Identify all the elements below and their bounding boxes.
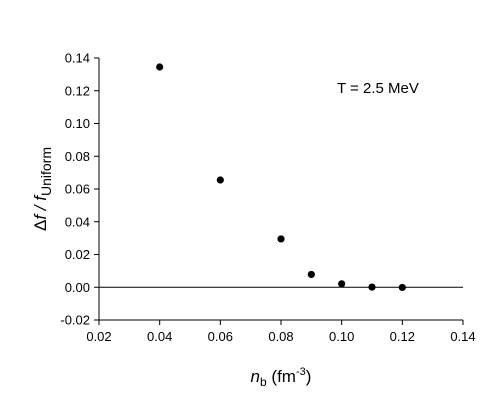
y-tick-label: 0.06 (65, 182, 90, 197)
y-axis-ticks: -0.02 0.00 0.02 0.04 0.06 0.08 0.10 0.12 0.14 (60, 51, 99, 328)
y-axis-title-subscript: Uniform (38, 147, 54, 196)
x-axis-title-unit: (fm (267, 367, 296, 386)
y-tick-label: -0.02 (60, 313, 90, 328)
y-tick-label: 0.12 (65, 83, 90, 98)
y-tick-label: 0.10 (65, 116, 90, 131)
y-axis-title-delta: Δ (31, 220, 50, 231)
plot-frame (98, 58, 463, 321)
data-point (398, 283, 406, 292)
x-axis-ticks: 0.02 0.04 0.06 0.08 0.10 0.12 0.14 (86, 320, 476, 344)
data-point (338, 280, 346, 288)
data-point (277, 235, 285, 243)
x-axis-title-variable: n (251, 367, 260, 386)
x-tick-label: 0.02 (86, 329, 111, 344)
data-points (156, 63, 406, 292)
data-point (156, 63, 164, 71)
annotation-temperature: T = 2.5 MeV (337, 80, 419, 97)
x-axis-title-exponent: -3 (296, 366, 306, 378)
y-axis-title-variable: f / f (31, 194, 50, 220)
y-tick-label: 0.02 (65, 247, 90, 262)
x-tick-label: 0.14 (450, 329, 475, 344)
y-tick-label: 0.08 (65, 149, 90, 164)
x-tick-label: 0.06 (208, 329, 233, 344)
x-tick-label: 0.04 (147, 329, 172, 344)
y-tick-label: 0.04 (65, 214, 90, 229)
y-tick-label: 0.00 (65, 280, 90, 295)
x-tick-label: 0.12 (390, 329, 415, 344)
x-axis-title: nb (fm-3) (251, 366, 312, 389)
x-tick-label: 0.10 (329, 329, 354, 344)
x-axis-title-subscript: b (260, 375, 267, 389)
y-tick-label: 0.14 (65, 51, 90, 66)
data-point (368, 283, 376, 291)
y-axis-title: Δf / fUniform (31, 147, 54, 231)
data-point (307, 270, 315, 279)
x-tick-label: 0.08 (268, 329, 293, 344)
data-point (216, 176, 224, 184)
x-axis-title-close: ) (306, 367, 312, 386)
